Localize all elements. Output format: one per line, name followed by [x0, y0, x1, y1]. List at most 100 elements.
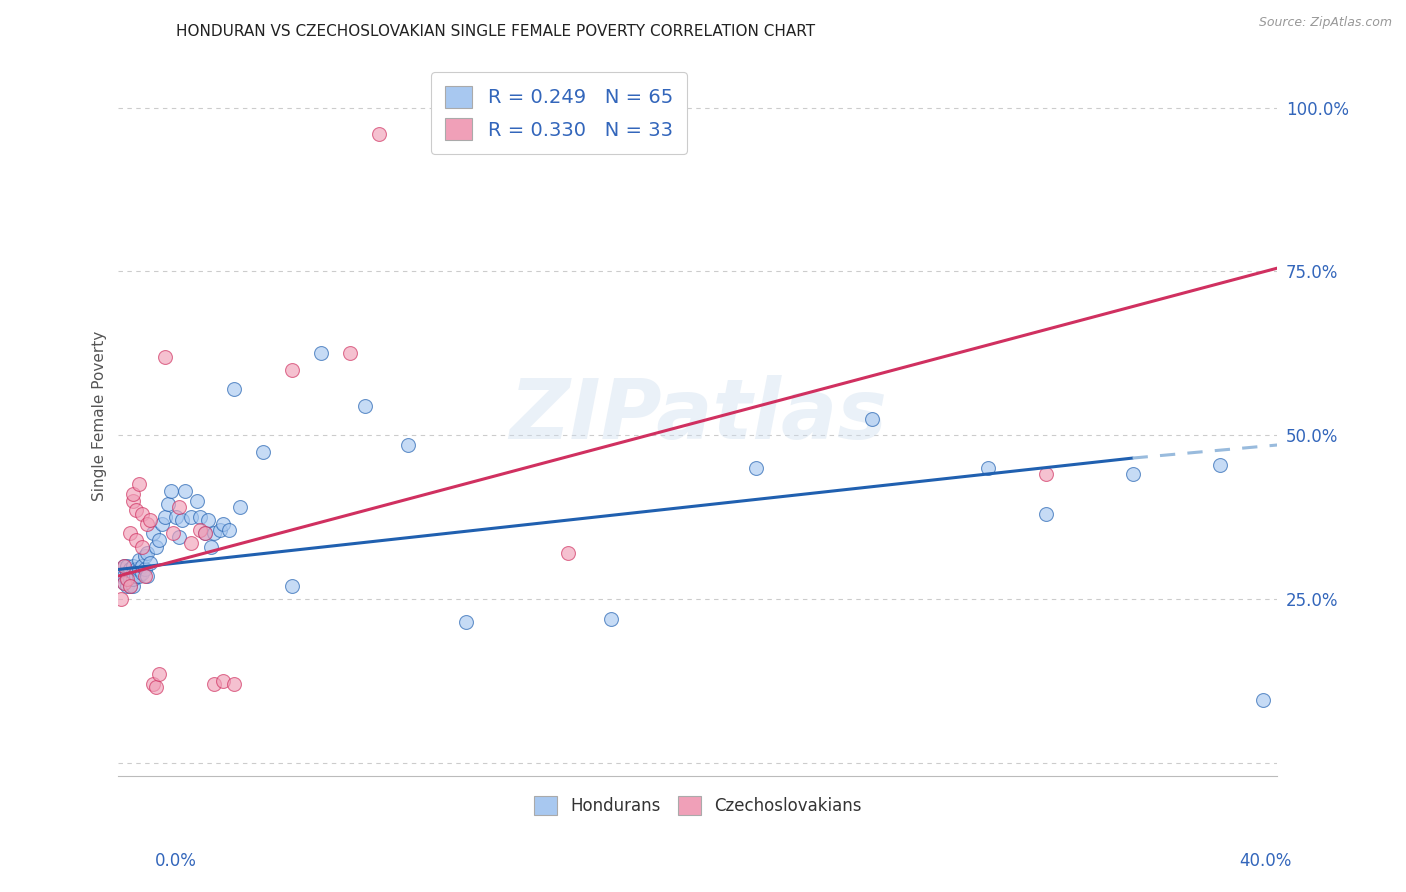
Point — [860, 411, 883, 425]
Point — [122, 572, 145, 586]
Point — [115, 572, 138, 586]
Point — [110, 569, 132, 583]
Point — [128, 562, 150, 576]
Point — [131, 559, 153, 574]
Point — [112, 575, 135, 590]
Point — [131, 507, 153, 521]
Point — [368, 127, 391, 141]
Point — [200, 540, 222, 554]
Point — [202, 526, 225, 541]
Point — [165, 510, 187, 524]
Point — [224, 677, 246, 691]
Point — [118, 572, 141, 586]
Point — [128, 569, 150, 583]
Point — [122, 579, 145, 593]
Point — [281, 579, 304, 593]
Point — [311, 346, 333, 360]
Point — [142, 526, 165, 541]
Point — [139, 513, 162, 527]
Point — [169, 530, 191, 544]
Point — [353, 399, 375, 413]
Legend: Hondurans, Czechoslovakians: Hondurans, Czechoslovakians — [527, 789, 869, 822]
Point — [122, 566, 145, 580]
Point — [148, 667, 170, 681]
Point — [208, 523, 231, 537]
Text: 40.0%: 40.0% — [1239, 852, 1292, 870]
Point — [134, 549, 156, 564]
Point — [188, 523, 211, 537]
Point — [194, 526, 217, 541]
Point — [131, 540, 153, 554]
Point — [112, 559, 135, 574]
Text: ZIPatlas: ZIPatlas — [509, 375, 887, 456]
Point — [118, 526, 141, 541]
Point — [115, 566, 138, 580]
Point — [557, 546, 579, 560]
Point — [110, 591, 132, 606]
Point — [1122, 467, 1144, 482]
Point — [218, 523, 240, 537]
Point — [118, 579, 141, 593]
Point — [131, 566, 153, 580]
Point — [115, 579, 138, 593]
Point — [456, 615, 478, 629]
Point — [125, 569, 148, 583]
Point — [169, 500, 191, 515]
Point — [110, 562, 132, 576]
Point — [339, 346, 361, 360]
Point — [112, 575, 135, 590]
Point — [142, 677, 165, 691]
Point — [125, 562, 148, 576]
Point — [115, 559, 138, 574]
Point — [211, 516, 233, 531]
Point — [159, 483, 181, 498]
Point — [600, 611, 623, 625]
Point — [172, 513, 194, 527]
Point — [252, 444, 274, 458]
Point — [197, 513, 219, 527]
Point — [745, 461, 768, 475]
Point — [194, 526, 217, 541]
Point — [150, 516, 173, 531]
Point — [1251, 693, 1274, 707]
Point — [134, 562, 156, 576]
Point — [125, 503, 148, 517]
Point — [1035, 467, 1057, 482]
Point — [153, 350, 176, 364]
Point — [1035, 507, 1057, 521]
Point — [1208, 458, 1230, 472]
Point — [122, 559, 145, 574]
Text: 0.0%: 0.0% — [155, 852, 197, 870]
Point — [180, 536, 202, 550]
Point — [136, 569, 159, 583]
Point — [112, 569, 135, 583]
Point — [136, 546, 159, 560]
Point — [118, 562, 141, 576]
Point — [211, 673, 233, 688]
Point — [118, 579, 141, 593]
Point — [134, 569, 156, 583]
Point — [174, 483, 197, 498]
Point — [180, 510, 202, 524]
Point — [122, 493, 145, 508]
Point — [224, 382, 246, 396]
Point — [188, 510, 211, 524]
Point — [977, 461, 1000, 475]
Point — [153, 510, 176, 524]
Text: HONDURAN VS CZECHOSLOVAKIAN SINGLE FEMALE POVERTY CORRELATION CHART: HONDURAN VS CZECHOSLOVAKIAN SINGLE FEMAL… — [176, 24, 815, 38]
Point — [136, 516, 159, 531]
Point — [122, 487, 145, 501]
Point — [162, 526, 184, 541]
Point — [281, 362, 304, 376]
Point — [128, 477, 150, 491]
Text: Source: ZipAtlas.com: Source: ZipAtlas.com — [1258, 16, 1392, 29]
Point — [115, 572, 138, 586]
Point — [229, 500, 252, 515]
Point — [139, 556, 162, 570]
Point — [156, 497, 179, 511]
Point — [128, 552, 150, 566]
Point — [112, 559, 135, 574]
Point — [125, 533, 148, 547]
Point — [396, 438, 419, 452]
Point — [148, 533, 170, 547]
